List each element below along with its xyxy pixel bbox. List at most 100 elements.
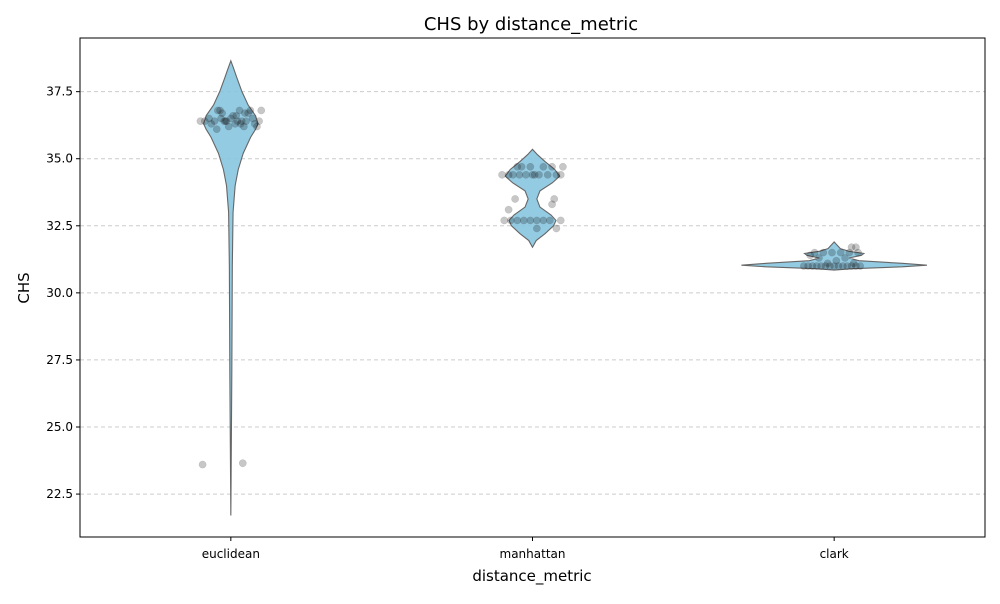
violins	[203, 59, 927, 516]
data-point-manhattan	[519, 216, 528, 225]
data-point-clark	[828, 248, 836, 257]
violin-clark	[741, 241, 927, 271]
x-tick-label-manhattan: manhattan	[500, 547, 566, 561]
data-point-euclidean	[217, 114, 225, 123]
data-point-manhattan	[504, 170, 513, 179]
data-point-euclidean	[248, 114, 257, 123]
data-point-manhattan	[513, 162, 522, 171]
data-point-clark	[823, 259, 832, 268]
data-point-manhattan	[548, 200, 556, 209]
data-point-manhattan	[556, 216, 565, 225]
data-point-clark	[834, 262, 843, 270]
data-point-manhattan	[539, 162, 548, 171]
data-point-clark	[810, 248, 819, 257]
x-tick-label-clark: clark	[820, 547, 849, 561]
data-point-euclidean	[198, 460, 207, 469]
data-point-clark	[817, 262, 825, 270]
data-point-manhattan	[513, 216, 522, 225]
data-point-euclidean	[253, 122, 261, 131]
data-point-manhattan	[500, 216, 509, 225]
data-point-manhattan	[543, 170, 552, 179]
data-point-euclidean	[250, 120, 259, 128]
data-point-euclidean	[207, 120, 216, 128]
data-point-clark	[849, 259, 858, 268]
data-point-clark	[839, 262, 847, 270]
data-point-manhattan	[546, 216, 554, 225]
data-point-manhattan	[550, 195, 559, 203]
x-axis-label: distance_metric	[472, 567, 591, 586]
data-point-euclidean	[242, 117, 250, 126]
data-point-euclidean	[232, 111, 241, 120]
data-point-manhattan	[528, 170, 537, 179]
data-point-clark	[799, 262, 808, 270]
data-point-euclidean	[200, 117, 209, 126]
x-tick-label-euclidean: euclidean	[202, 547, 260, 561]
data-point-clark	[845, 248, 854, 257]
data-point-clark	[830, 262, 839, 270]
data-point-euclidean	[229, 111, 237, 120]
data-point-clark	[852, 262, 860, 270]
data-point-clark	[832, 256, 841, 265]
data-point-euclidean	[233, 117, 242, 126]
data-point-manhattan	[532, 224, 541, 233]
data-points	[196, 106, 865, 469]
data-point-manhattan	[517, 162, 526, 171]
data-point-manhattan	[548, 162, 556, 171]
y-tick-label: 22.5	[46, 487, 73, 501]
data-point-manhattan	[556, 170, 565, 179]
data-point-clark	[819, 248, 828, 257]
data-point-clark	[856, 262, 865, 270]
data-point-manhattan	[552, 224, 561, 233]
data-point-clark	[806, 251, 815, 260]
violin-euclidean	[203, 59, 259, 516]
data-point-clark	[804, 262, 812, 270]
data-point-manhattan	[530, 170, 539, 179]
data-point-euclidean	[237, 117, 246, 126]
data-point-euclidean	[246, 106, 255, 115]
data-point-euclidean	[244, 109, 253, 117]
data-point-euclidean	[255, 117, 263, 126]
data-point-euclidean	[226, 114, 235, 123]
data-point-clark	[808, 262, 817, 270]
data-point-euclidean	[236, 120, 245, 128]
data-point-manhattan	[526, 162, 535, 171]
data-point-clark	[812, 262, 821, 270]
y-tick-label: 37.5	[46, 85, 73, 99]
data-point-manhattan	[532, 216, 541, 225]
data-point-euclidean	[196, 117, 205, 126]
data-point-manhattan	[535, 170, 543, 179]
data-point-euclidean	[241, 109, 249, 117]
data-point-manhattan	[511, 195, 519, 203]
data-point-clark	[852, 243, 860, 252]
data-point-clark	[843, 262, 852, 270]
data-point-euclidean	[221, 117, 230, 126]
data-point-clark	[815, 254, 823, 262]
data-point-clark	[821, 262, 830, 270]
y-tick-label: 30.0	[46, 286, 73, 300]
data-point-euclidean	[222, 117, 231, 126]
data-point-manhattan	[509, 170, 517, 179]
data-point-manhattan	[498, 170, 506, 179]
y-axis-ticks: 22.5 25.0 27.5 30.0 32.5 35.0 37.5	[46, 85, 80, 501]
data-point-euclidean	[224, 122, 233, 131]
y-tick-label: 27.5	[46, 353, 73, 367]
data-point-euclidean	[235, 106, 244, 115]
data-point-euclidean	[238, 459, 247, 468]
data-point-euclidean	[231, 120, 240, 128]
violin-manhattan	[504, 148, 561, 249]
data-point-manhattan	[539, 216, 548, 225]
data-point-manhattan	[559, 162, 567, 171]
data-point-euclidean	[218, 109, 226, 117]
data-point-manhattan	[506, 216, 515, 225]
data-point-euclidean	[257, 106, 266, 115]
data-point-clark	[825, 262, 834, 270]
data-point-manhattan	[526, 216, 535, 225]
x-axis-ticks: euclidean manhattan clark	[202, 537, 849, 561]
data-point-euclidean	[210, 117, 219, 126]
chart-title: CHS by distance_metric	[424, 14, 638, 35]
y-axis-label: CHS	[15, 272, 33, 303]
y-tick-label: 25.0	[46, 420, 73, 434]
data-point-clark	[836, 248, 845, 257]
